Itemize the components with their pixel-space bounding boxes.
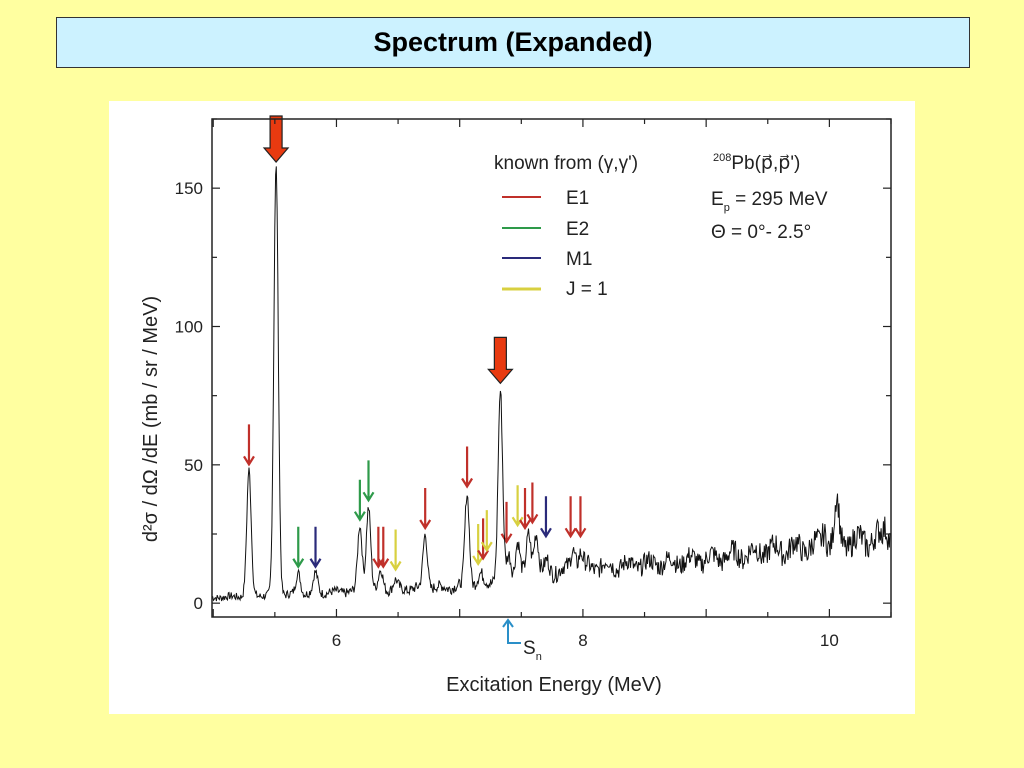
- marker-arrow-icon: [243, 424, 255, 467]
- marker-arrow-icon: [389, 529, 402, 572]
- marker-arrow-icon: [353, 479, 366, 522]
- y-tick-label: 0: [194, 594, 203, 613]
- legend-title: known from (γ,γ'): [494, 153, 638, 174]
- legend-label-m1: M1: [566, 249, 592, 270]
- sn-arrow-icon: [502, 618, 521, 644]
- marker-arrow-icon: [292, 526, 305, 569]
- marker-arrow-icon: [419, 488, 432, 531]
- highlight-arrows: [262, 115, 514, 385]
- marker-arrow-icon: [480, 510, 493, 553]
- legend-label-e2: E2: [566, 219, 589, 240]
- marker-arrow-icon: [500, 501, 513, 544]
- marker-arrow-icon: [472, 523, 485, 567]
- marker-arrow-icon: [519, 488, 531, 531]
- reaction-label: 208Pb(p⃗,p⃗'): [713, 152, 800, 174]
- angle-label: Θ = 0°- 2.5°: [711, 222, 811, 243]
- marker-arrow-icon: [511, 485, 524, 528]
- y-tick-label: 150: [175, 179, 203, 198]
- beam-energy-label: Ep = 295 MeV: [711, 189, 828, 214]
- x-axis-label: Excitation Energy (MeV): [446, 674, 662, 696]
- legend: known from (γ,γ') E1 E2 M1 J = 1: [494, 153, 638, 300]
- sn-label: Sn: [523, 638, 542, 663]
- slide-title: Spectrum (Expanded): [56, 17, 970, 68]
- marker-arrow-icon: [540, 496, 552, 539]
- highlight-arrow-icon: [487, 336, 514, 385]
- sn-marker: Sn: [502, 618, 542, 663]
- reaction-annotation: 208Pb(p⃗,p⃗') Ep = 295 MeV Θ = 0°- 2.5°: [711, 152, 828, 243]
- marker-arrow-icon: [526, 482, 539, 525]
- marker-arrow-icon: [362, 460, 375, 503]
- x-tick-label: 6: [332, 631, 341, 650]
- y-tick-label: 50: [184, 456, 203, 475]
- marker-arrow-icon: [309, 526, 322, 569]
- marker-arrow-icon: [477, 518, 490, 561]
- legend-label-e1: E1: [566, 188, 589, 209]
- marker-arrow-icon: [564, 496, 577, 539]
- y-tick-label: 100: [175, 318, 203, 337]
- highlight-arrow-icon: [262, 115, 290, 163]
- spectrum-line: [211, 166, 891, 602]
- x-tick-label: 10: [820, 631, 839, 650]
- legend-label-j1: J = 1: [566, 279, 608, 300]
- y-axis-label: d²σ / dΩ /dE (mb / sr / MeV): [140, 296, 162, 542]
- figure-panel: 6 8 10 0 50 100 150 Excitation Energy (MeV) d²…: [109, 101, 915, 714]
- marker-arrow-icon: [377, 526, 390, 569]
- marker-arrow-icon: [574, 496, 587, 539]
- plot-frame: [211, 118, 892, 618]
- marker-arrow-icon: [461, 446, 474, 489]
- marker-arrows: [243, 424, 587, 572]
- x-tick-label: 8: [578, 631, 587, 650]
